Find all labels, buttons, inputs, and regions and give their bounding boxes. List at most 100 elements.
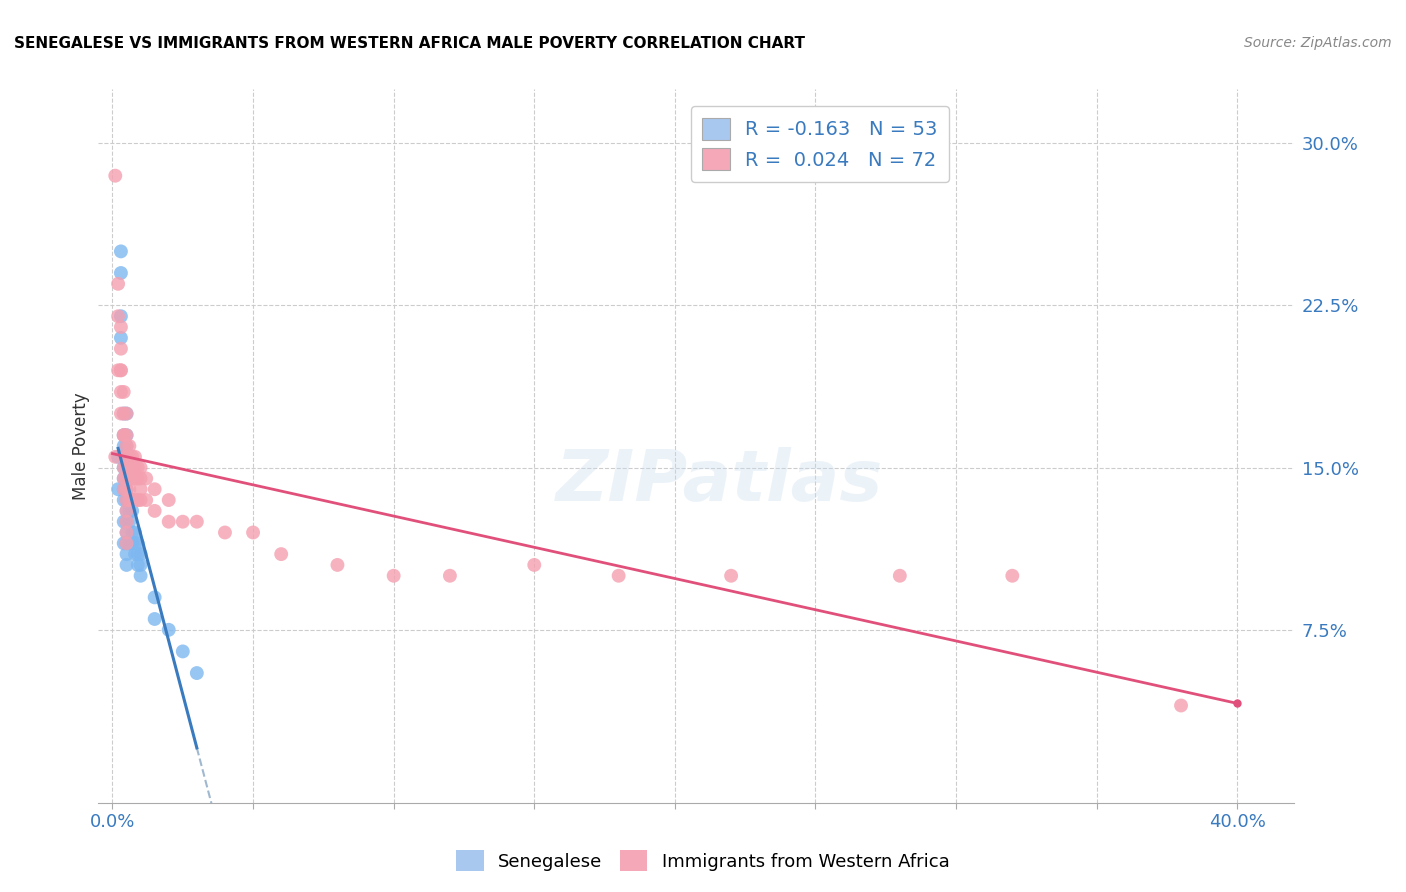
- Point: [121, 525, 143, 540]
- Point: [127, 536, 149, 550]
- Point: [110, 363, 132, 377]
- Point: [112, 482, 135, 496]
- Text: ZIPatlas: ZIPatlas: [557, 447, 883, 516]
- Point: [110, 407, 132, 421]
- Point: [129, 460, 152, 475]
- Point: [115, 407, 138, 421]
- Point: [110, 266, 132, 280]
- Point: [115, 450, 138, 464]
- Point: [143, 591, 166, 605]
- Point: [124, 547, 146, 561]
- Point: [115, 493, 138, 508]
- Point: [129, 482, 152, 496]
- Point: [112, 460, 135, 475]
- Point: [115, 471, 138, 485]
- Point: [124, 460, 146, 475]
- Y-axis label: Male Poverty: Male Poverty: [72, 392, 90, 500]
- Point: [135, 493, 157, 508]
- Point: [115, 428, 138, 442]
- Point: [107, 277, 129, 291]
- Point: [118, 515, 141, 529]
- Point: [127, 471, 149, 485]
- Point: [172, 515, 194, 529]
- Point: [186, 666, 208, 681]
- Point: [115, 407, 138, 421]
- Point: [143, 504, 166, 518]
- Point: [118, 439, 141, 453]
- Point: [112, 471, 135, 485]
- Point: [720, 568, 742, 582]
- Point: [115, 558, 138, 572]
- Legend: R = -0.163   N = 53, R =  0.024   N = 72: R = -0.163 N = 53, R = 0.024 N = 72: [690, 106, 949, 182]
- Point: [157, 623, 180, 637]
- Legend: Senegalese, Immigrants from Western Africa: Senegalese, Immigrants from Western Afri…: [450, 843, 956, 879]
- Point: [110, 331, 132, 345]
- Point: [326, 558, 349, 572]
- Point: [107, 482, 129, 496]
- Point: [129, 558, 152, 572]
- Point: [115, 515, 138, 529]
- Point: [104, 169, 127, 183]
- Point: [115, 482, 138, 496]
- Point: [124, 493, 146, 508]
- Point: [1001, 568, 1024, 582]
- Point: [112, 384, 135, 399]
- Point: [115, 547, 138, 561]
- Point: [135, 471, 157, 485]
- Point: [118, 460, 141, 475]
- Point: [129, 568, 152, 582]
- Text: Source: ZipAtlas.com: Source: ZipAtlas.com: [1244, 36, 1392, 50]
- Point: [124, 525, 146, 540]
- Point: [112, 515, 135, 529]
- Point: [107, 450, 129, 464]
- Point: [523, 558, 546, 572]
- Point: [118, 471, 141, 485]
- Point: [112, 482, 135, 496]
- Point: [607, 568, 630, 582]
- Point: [127, 547, 149, 561]
- Point: [115, 460, 138, 475]
- Point: [110, 342, 132, 356]
- Point: [127, 460, 149, 475]
- Point: [118, 493, 141, 508]
- Point: [172, 644, 194, 658]
- Point: [112, 471, 135, 485]
- Point: [112, 450, 135, 464]
- Point: [186, 515, 208, 529]
- Point: [107, 310, 129, 324]
- Point: [121, 493, 143, 508]
- Point: [110, 310, 132, 324]
- Point: [118, 471, 141, 485]
- Point: [112, 493, 135, 508]
- Point: [115, 536, 138, 550]
- Point: [115, 482, 138, 496]
- Point: [112, 536, 135, 550]
- Point: [107, 363, 129, 377]
- Point: [112, 428, 135, 442]
- Point: [118, 536, 141, 550]
- Text: SENEGALESE VS IMMIGRANTS FROM WESTERN AFRICA MALE POVERTY CORRELATION CHART: SENEGALESE VS IMMIGRANTS FROM WESTERN AF…: [14, 36, 806, 51]
- Point: [115, 428, 138, 442]
- Point: [110, 244, 132, 259]
- Point: [112, 428, 135, 442]
- Point: [129, 493, 152, 508]
- Point: [104, 450, 127, 464]
- Point: [115, 460, 138, 475]
- Point: [115, 471, 138, 485]
- Point: [115, 450, 138, 464]
- Point: [157, 493, 180, 508]
- Point: [121, 493, 143, 508]
- Point: [115, 504, 138, 518]
- Point: [242, 525, 264, 540]
- Point: [1170, 698, 1192, 713]
- Point: [110, 384, 132, 399]
- Point: [124, 450, 146, 464]
- Point: [115, 439, 138, 453]
- Point: [115, 515, 138, 529]
- Point: [118, 482, 141, 496]
- Point: [889, 568, 911, 582]
- Point: [127, 558, 149, 572]
- Point: [115, 493, 138, 508]
- Point: [115, 525, 138, 540]
- Point: [112, 460, 135, 475]
